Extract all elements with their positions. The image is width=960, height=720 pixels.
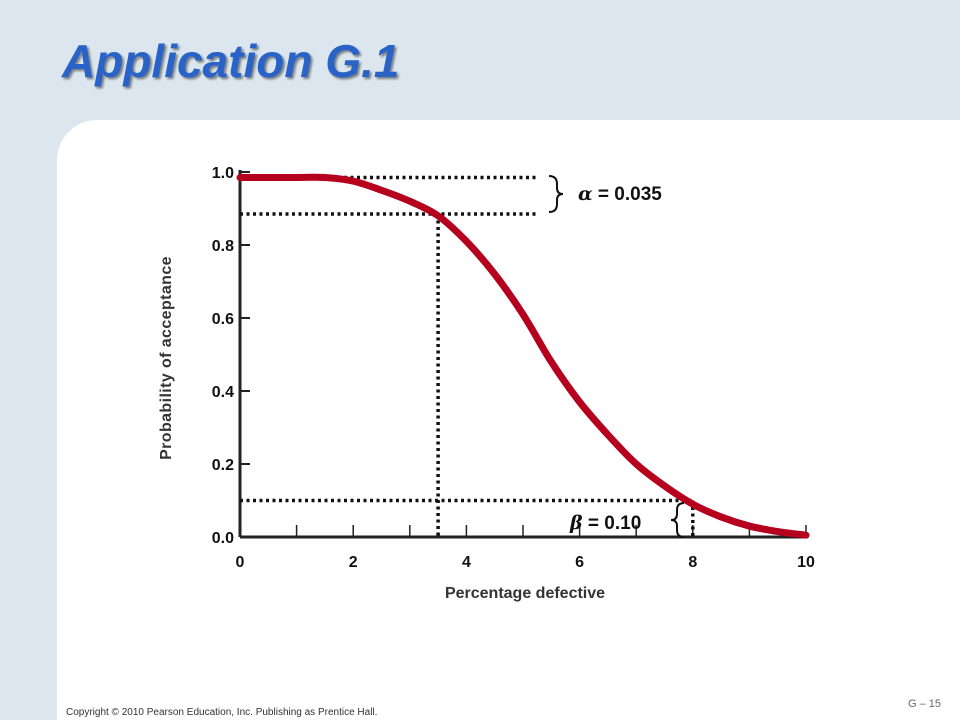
y-tick-label: 0.4 [212,384,234,401]
x-tick-label: 4 [462,554,471,571]
tick-labels: 0 2 4 6 8 10 0.0 0.2 0.4 0.6 0.8 1.0 [212,165,815,571]
slide-number: G – 15 [908,698,942,710]
copyright-notice: Copyright © 2010 Pearson Education, Inc.… [66,707,378,718]
oc-curve-line [236,173,810,539]
x-axis-label: Percentage defective [445,585,605,602]
reference-lines [240,175,695,537]
x-tick-label: 10 [797,554,815,571]
x-tick-label: 6 [575,554,584,571]
content-panel [57,120,960,720]
y-tick-label: 0.6 [212,311,234,328]
y-tick-label: 0.2 [212,457,234,474]
x-tick-label: 8 [688,554,697,571]
beta-annotation: β = 0.10 [569,512,641,534]
x-tick-label: 0 [236,554,245,571]
plot-area [236,173,810,539]
beta-value: = 0.10 [583,513,642,534]
slide-title: Application G.1 [62,35,400,87]
chart-axes [238,170,807,539]
x-tick-label: 2 [349,554,358,571]
beta-symbol: β [569,512,583,534]
beta-brace [670,502,685,538]
alpha-brace [548,175,564,213]
y-tick-label: 1.0 [212,165,234,182]
alpha-symbol: α [578,183,593,205]
y-tick-label: 0.8 [212,238,234,255]
alpha-annotation: α = 0.035 [578,183,662,205]
y-axis-label: Probability of acceptance [158,256,175,460]
y-tick-label: 0.0 [212,530,234,547]
alpha-value: = 0.035 [593,184,663,205]
